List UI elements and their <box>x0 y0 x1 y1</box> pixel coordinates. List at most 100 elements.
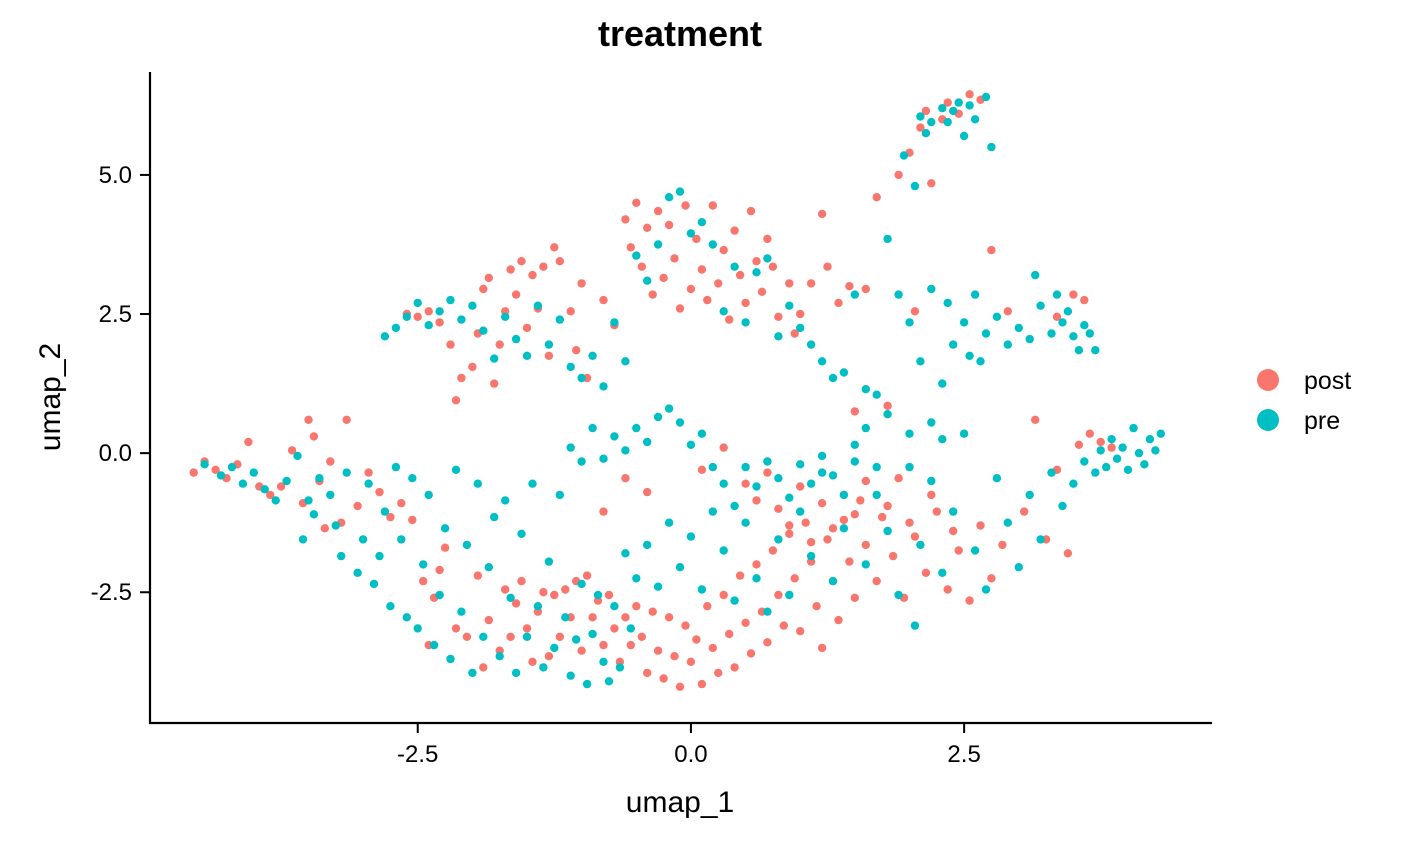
point-post <box>965 596 974 605</box>
point-pre <box>910 621 920 630</box>
point-post <box>921 568 931 577</box>
y-axis-ticks: -2.5 0.0 2.5 5.0 <box>91 162 150 606</box>
legend-swatch <box>1257 369 1279 391</box>
point-post <box>664 220 674 230</box>
point-post <box>785 521 794 530</box>
point-pre <box>391 323 401 333</box>
point-post <box>888 551 898 561</box>
point-pre <box>610 318 619 327</box>
point-pre <box>304 496 313 505</box>
point-post <box>697 265 707 274</box>
point-pre <box>369 579 379 589</box>
point-post <box>861 284 870 294</box>
point-post <box>910 532 920 541</box>
point-post <box>435 318 444 327</box>
point-post <box>823 262 832 271</box>
point-pre <box>632 574 641 583</box>
point-pre <box>686 440 696 449</box>
point-post <box>539 588 548 597</box>
point-pre <box>916 112 925 121</box>
point-pre <box>621 549 630 558</box>
point-post <box>834 615 843 625</box>
point-post <box>954 546 963 555</box>
point-post <box>878 512 887 522</box>
point-post <box>774 504 783 513</box>
point-post <box>375 487 384 497</box>
point-pre <box>872 390 881 399</box>
point-pre <box>468 301 477 310</box>
chart-title: treatment <box>598 13 762 54</box>
point-pre <box>610 602 619 611</box>
point-post <box>1052 312 1062 321</box>
point-post <box>577 279 586 288</box>
point-pre <box>610 432 619 441</box>
point-post <box>1096 437 1105 447</box>
point-post <box>785 529 794 538</box>
point-pre <box>364 479 373 488</box>
point-post <box>1003 307 1012 316</box>
point-pre <box>1129 423 1138 433</box>
point-pre <box>1091 468 1100 477</box>
point-pre <box>861 560 870 569</box>
point-post <box>539 262 548 271</box>
point-post <box>850 510 859 519</box>
point-pre <box>397 535 406 544</box>
point-post <box>451 624 461 633</box>
point-post <box>211 465 220 474</box>
point-pre <box>839 490 849 500</box>
point-pre <box>752 268 761 277</box>
point-post <box>725 629 734 639</box>
point-post <box>828 524 838 533</box>
point-pre <box>992 312 1002 321</box>
point-post <box>544 351 554 360</box>
point-pre <box>839 368 849 377</box>
point-post <box>752 496 761 505</box>
point-pre <box>730 596 739 605</box>
point-post <box>566 307 575 316</box>
point-post <box>528 270 537 280</box>
point-post <box>621 474 630 483</box>
legend-swatch <box>1257 409 1279 431</box>
point-post <box>599 295 608 305</box>
point-pre <box>664 193 674 202</box>
point-post <box>845 557 854 566</box>
point-post <box>790 329 799 338</box>
point-post <box>763 638 772 647</box>
point-pre <box>561 613 570 622</box>
legend-label: pre <box>1304 407 1340 435</box>
point-pre <box>905 318 914 327</box>
point-post <box>681 621 690 630</box>
point-pre <box>408 474 417 483</box>
point-post <box>708 201 717 210</box>
point-pre <box>664 404 674 413</box>
point-pre <box>938 568 947 577</box>
point-pre <box>446 295 455 305</box>
point-pre <box>429 640 439 650</box>
point-pre <box>828 576 838 586</box>
point-post <box>320 524 329 533</box>
point-pre <box>949 106 958 116</box>
point-post <box>741 479 750 488</box>
point-pre <box>927 476 936 486</box>
point-pre <box>1140 460 1149 469</box>
point-pre <box>1063 307 1073 316</box>
point-pre <box>375 551 384 561</box>
series-post <box>189 90 1116 691</box>
point-pre <box>1025 334 1034 344</box>
point-pre <box>353 568 362 577</box>
point-post <box>894 170 903 180</box>
point-post <box>522 624 532 633</box>
point-post <box>342 415 351 424</box>
point-pre <box>741 318 750 327</box>
point-post <box>648 290 657 299</box>
point-post <box>1080 295 1089 305</box>
point-post <box>834 298 843 308</box>
point-pre <box>1096 446 1105 455</box>
point-pre <box>965 351 974 360</box>
point-pre <box>1080 321 1089 330</box>
point-pre <box>872 462 881 472</box>
point-pre <box>850 457 859 466</box>
point-post <box>823 535 832 544</box>
y-tick-label: 2.5 <box>99 301 132 328</box>
